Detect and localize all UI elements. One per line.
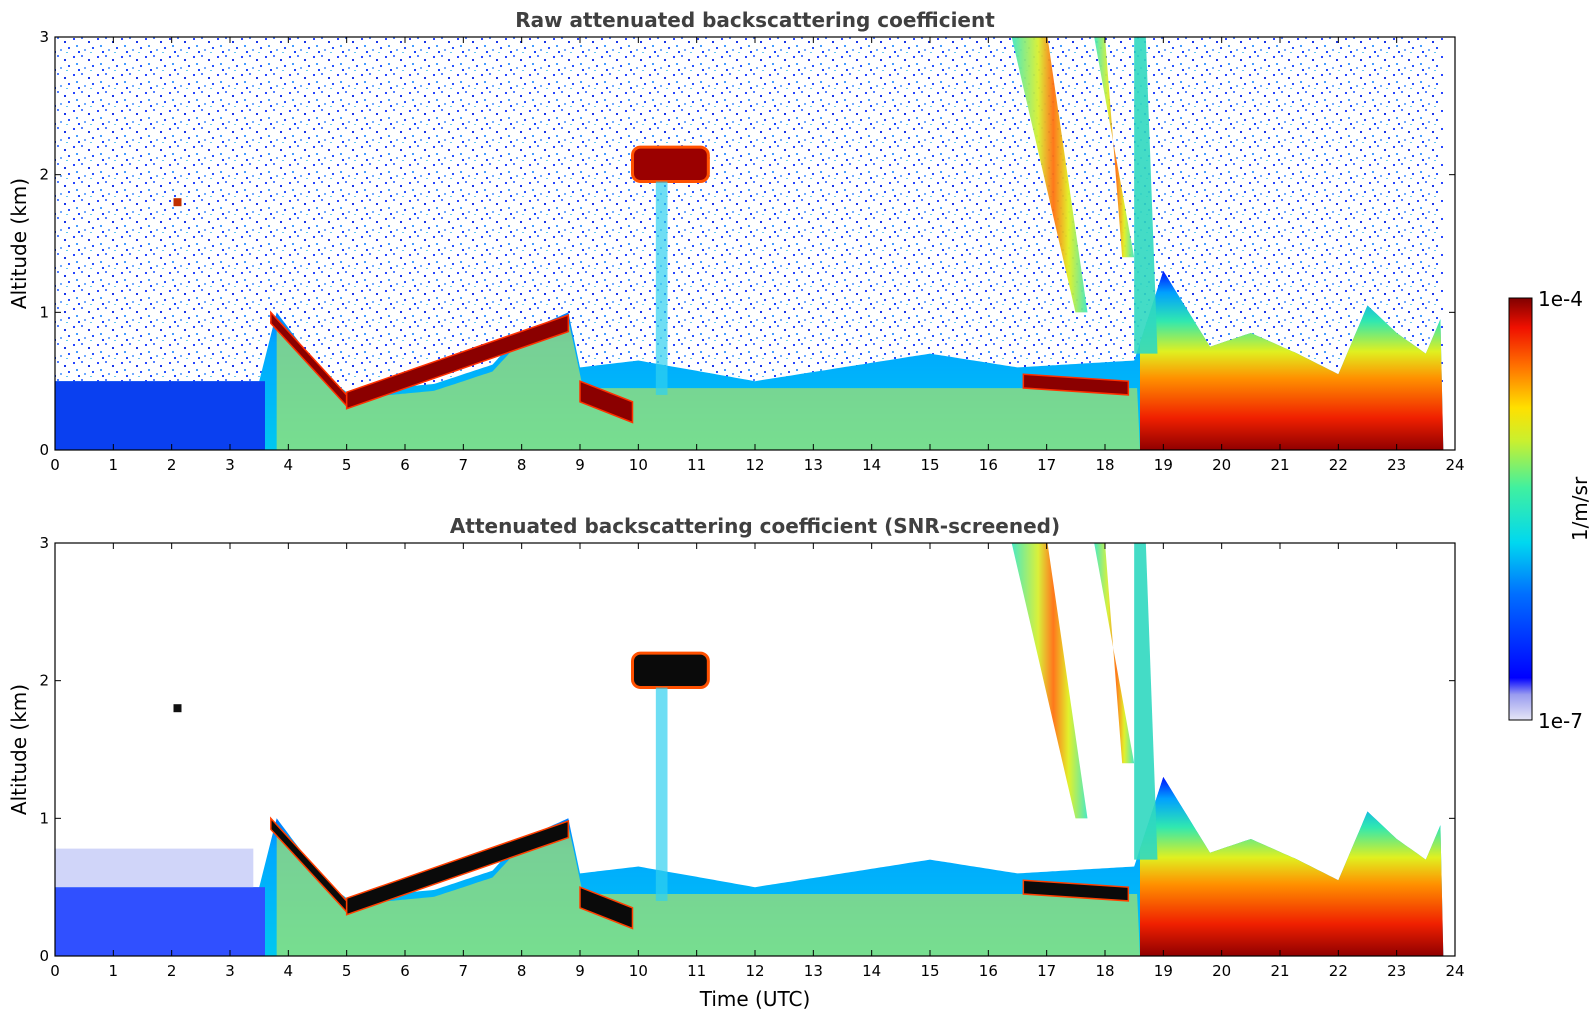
x-tick-label: 20 [1212,962,1231,980]
x-tick-label: 2 [167,456,177,474]
noise-field [55,37,1444,389]
x-tick-label: 1 [109,456,119,474]
x-tick-label: 15 [920,456,939,474]
strong-layer-4 [1022,879,1130,902]
morning-residual-layer [55,381,265,450]
elevated-cloud [631,651,710,690]
x-tick-label: 17 [1037,456,1056,474]
x-tick-label: 24 [1445,962,1464,980]
nocturnal-aerosol-layer [1140,777,1444,956]
precipitation-streak-3 [1134,543,1158,860]
x-tick-label: 10 [629,962,648,980]
nocturnal-aerosol-layer [1140,271,1444,450]
x-tick-label: 2 [167,962,177,980]
cloud-fallstreak [655,181,668,395]
elevated-cloud [631,145,710,184]
y-tick-label: 3 [39,28,49,46]
x-tick-label: 9 [575,962,585,980]
x-tick-label: 11 [687,456,706,474]
x-tick-label: 14 [862,456,881,474]
x-tick-label: 3 [225,962,235,980]
y-tick-label: 0 [39,947,49,965]
y-tick-label: 2 [39,672,49,690]
x-tick-label: 23 [1387,456,1406,474]
x-axis-label: Time (UTC) [699,987,811,1011]
strong-layer-4 [1022,373,1130,396]
chart-title: Raw attenuated backscattering coefficien… [515,8,995,32]
colorbar: 1e-4 1e-7 1/m/sr [1508,287,1592,733]
x-tick-label: 12 [745,456,764,474]
x-tick-label: 12 [745,962,764,980]
x-tick-label: 21 [1270,962,1289,980]
x-tick-label: 4 [284,456,294,474]
strong-layer-3 [579,886,634,930]
strong-layer-3 [579,380,634,424]
x-tick-label: 8 [517,962,527,980]
x-tick-label: 11 [687,962,706,980]
precipitation-streak-1 [1011,543,1088,819]
y-axis-label: Altitude (km) [7,684,31,815]
precipitation-streak-3 [1134,37,1158,354]
aerosol-blob [173,198,182,207]
x-tick-label: 18 [1095,456,1114,474]
x-tick-label: 22 [1329,962,1348,980]
x-tick-label: 3 [225,456,235,474]
x-tick-label: 18 [1095,962,1114,980]
cloud-fallstreak [655,687,668,901]
x-tick-label: 24 [1445,456,1464,474]
morning-residual-layer [55,887,265,956]
x-tick-label: 0 [50,456,60,474]
x-tick-label: 21 [1270,456,1289,474]
colorbar-unit-label: 1/m/sr [1568,476,1592,541]
x-tick-label: 22 [1329,456,1348,474]
y-tick-label: 0 [39,441,49,459]
panel-snr-screened: 0 1 2 3 4 5 6 7 8 9 10 11 12 13 14 15 16 17 18 19 20 21 22 23 24… [7,514,1465,1011]
x-tick-label: 16 [979,456,998,474]
colorbar-min-label: 1e-7 [1538,709,1583,733]
x-tick-label: 20 [1212,456,1231,474]
x-tick-label: 5 [342,456,352,474]
colorbar-gradient [1508,297,1533,721]
x-tick-label: 16 [979,962,998,980]
x-tick-label: 7 [459,962,469,980]
x-tick-label: 9 [575,456,585,474]
screened-faint-layer [55,848,254,888]
x-tick-label: 14 [862,962,881,980]
panel-raw: 0 1 2 3 4 5 6 7 8 9 10 11 12 13 14 15 16 17 18 19 20 21 22 23 24… [7,8,1465,474]
x-tick-label: 13 [804,456,823,474]
convective-aerosol-band [276,825,1141,956]
y-tick-label: 1 [39,303,49,321]
strong-layer-2 [345,314,570,410]
strong-layer-2 [345,820,570,916]
precipitation-streak-1 [1011,37,1088,313]
y-tick-label: 2 [39,166,49,184]
x-tick-label: 10 [629,456,648,474]
x-tick-label: 6 [400,962,410,980]
x-tick-label: 4 [284,962,294,980]
x-tick-label: 19 [1154,962,1173,980]
x-tick-label: 6 [400,456,410,474]
y-axis-label: Altitude (km) [7,178,31,309]
x-tick-label: 15 [920,962,939,980]
x-tick-label: 1 [109,962,119,980]
x-tick-label: 0 [50,962,60,980]
colorbar-max-label: 1e-4 [1538,287,1583,311]
heatmap-content [55,543,1444,956]
convective-aerosol-band [276,319,1141,450]
y-tick-label: 3 [39,534,49,552]
heatmap-content [55,37,1444,450]
aerosol-blob [173,704,182,713]
x-tick-label: 19 [1154,456,1173,474]
x-tick-label: 8 [517,456,527,474]
precipitation-streak-2 [1094,37,1135,258]
x-tick-label: 13 [804,962,823,980]
x-tick-label: 23 [1387,962,1406,980]
x-tick-label: 5 [342,962,352,980]
x-tick-label: 17 [1037,962,1056,980]
chart-title: Attenuated backscattering coefficient (S… [450,514,1060,538]
x-tick-label: 7 [459,456,469,474]
precipitation-streak-2 [1094,543,1135,764]
y-tick-label: 1 [39,809,49,827]
